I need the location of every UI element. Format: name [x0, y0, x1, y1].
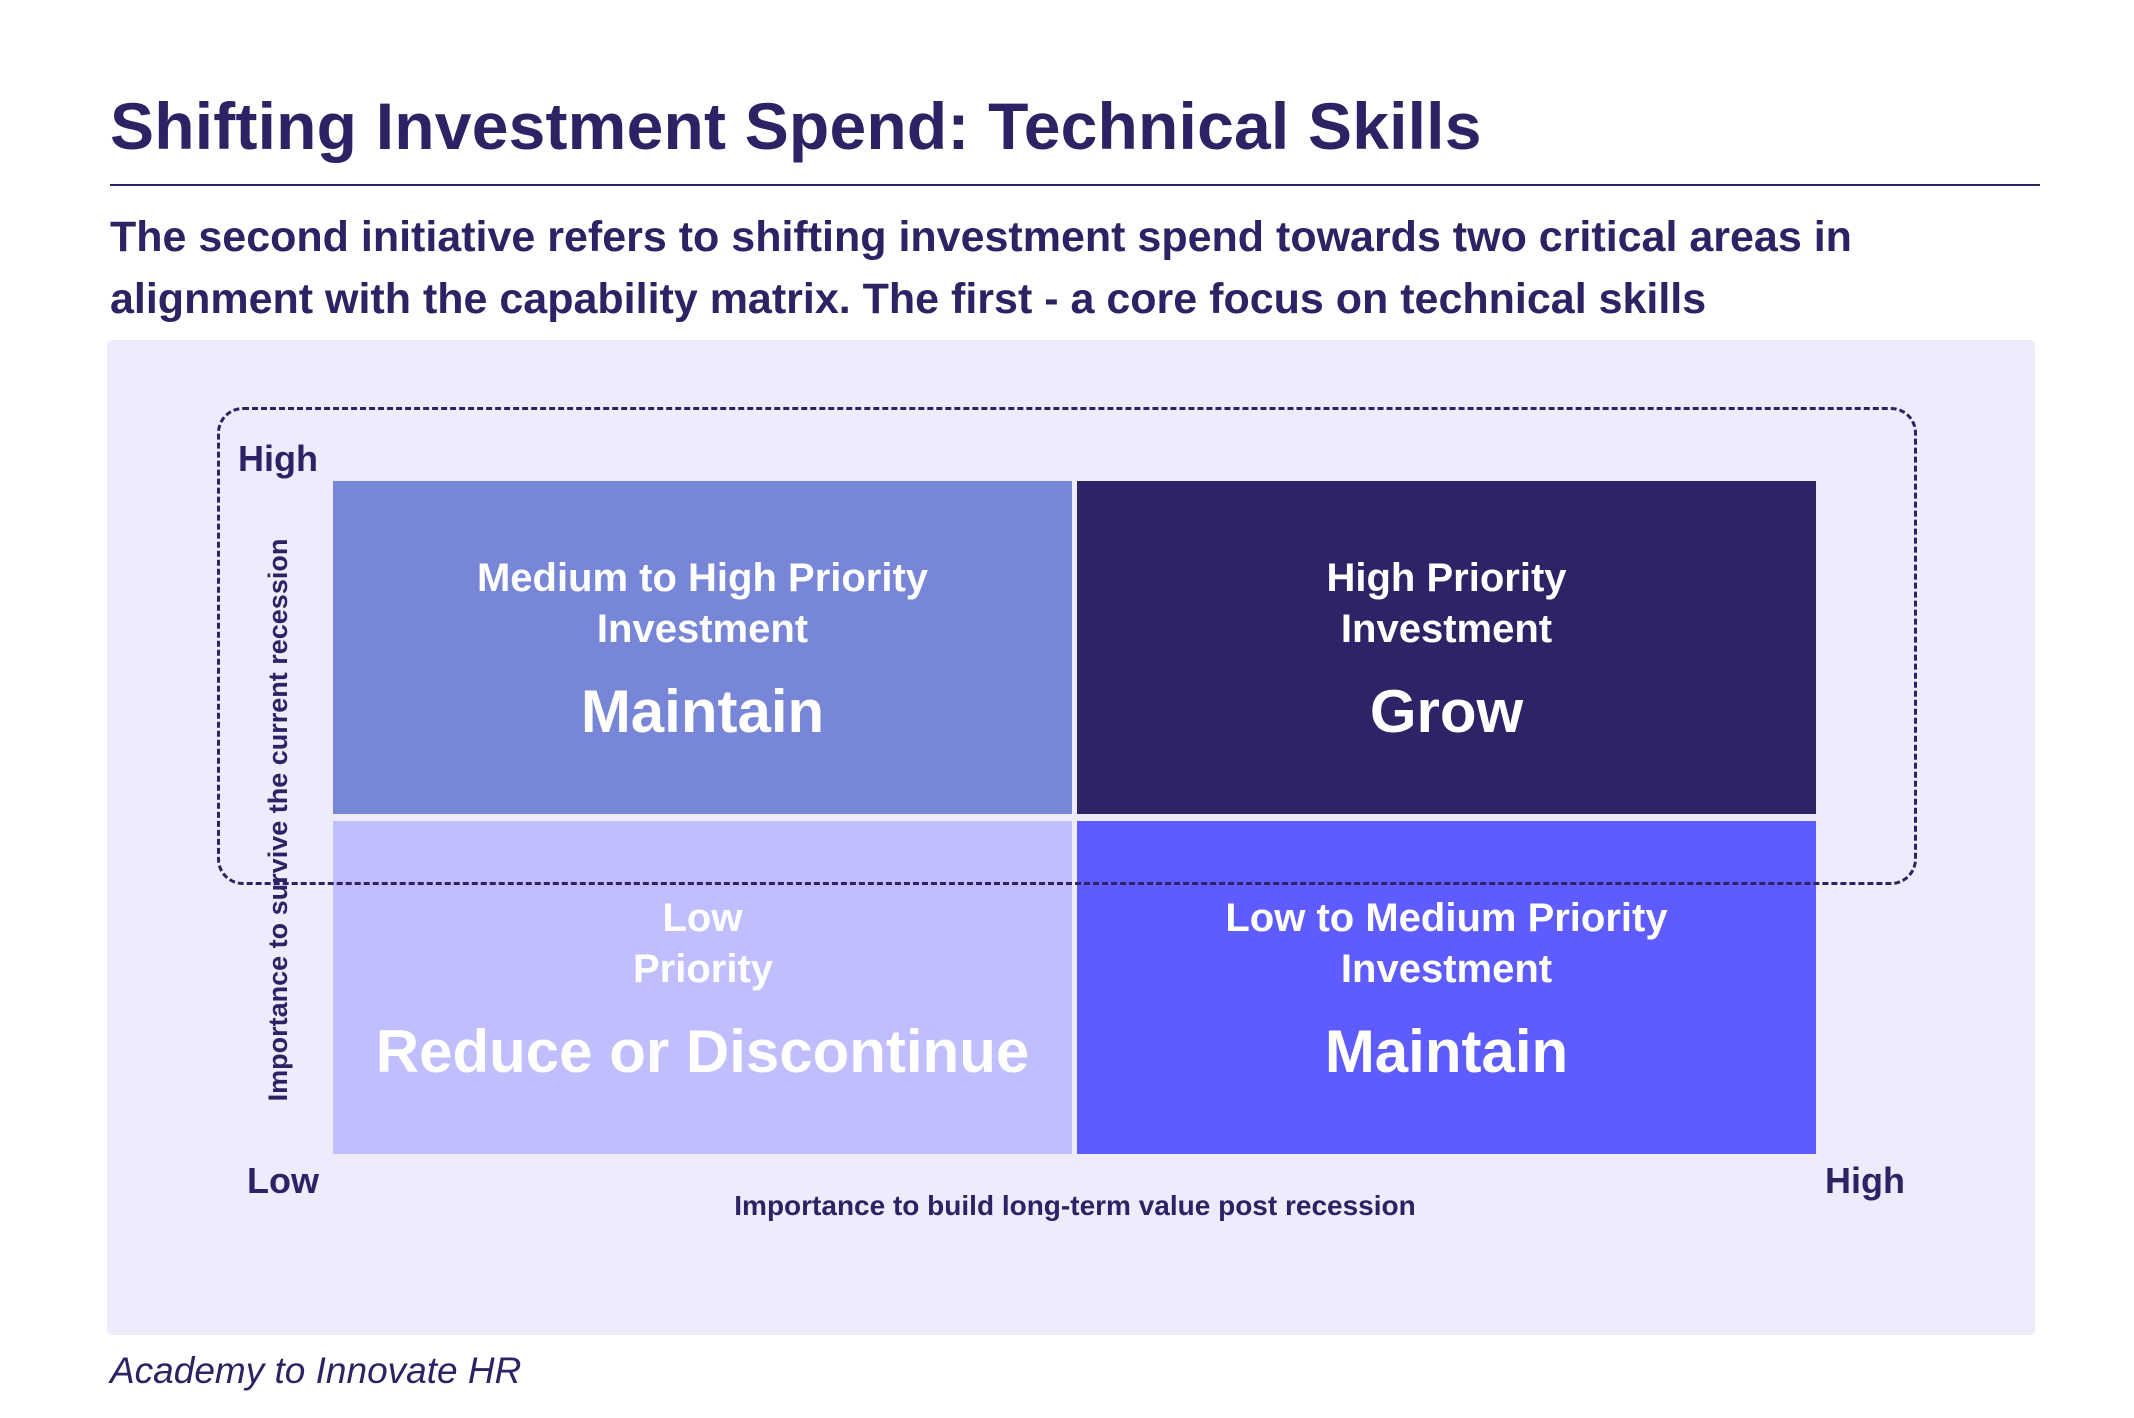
- quadrant-priority: Low to Medium Priority Investment: [1225, 896, 1668, 991]
- source-credit: Academy to Innovate HR: [110, 1350, 522, 1391]
- quadrant-bottom-right: Low to Medium Priority Investment Mainta…: [1077, 821, 1816, 1154]
- x-axis-low-label: Low: [247, 1160, 319, 1201]
- y-axis-title: Importance to survive the current recess…: [263, 538, 293, 1102]
- x-axis-high-label: High: [1825, 1160, 1905, 1201]
- quadrant-bottom-left: Low Priority Reduce or Discontinue: [333, 821, 1072, 1154]
- quadrant-action: Maintain: [1324, 1018, 1569, 1085]
- title-divider: [110, 184, 2040, 186]
- x-axis-title: Importance to build long-term value post…: [734, 1190, 1416, 1221]
- y-axis-high-label: High: [238, 438, 318, 479]
- quadrant-action: Reduce or Discontinue: [375, 1018, 1030, 1085]
- quadrant-priority: Medium to High Priority Investment: [476, 556, 929, 651]
- quadrant-action: Grow: [1369, 678, 1524, 745]
- page-title: Shifting Investment Spend: Technical Ski…: [110, 89, 1482, 163]
- quadrant-top-right: High Priority Investment Grow: [1077, 481, 1816, 814]
- quadrant-priority: Low Priority: [633, 896, 774, 991]
- quadrant-priority: High Priority Investment: [1326, 556, 1567, 651]
- quadrant-top-left: Medium to High Priority Investment Maint…: [333, 481, 1072, 814]
- quadrant-action: Maintain: [580, 678, 825, 745]
- page-subtitle: The second initiative refers to shifting…: [110, 213, 1852, 323]
